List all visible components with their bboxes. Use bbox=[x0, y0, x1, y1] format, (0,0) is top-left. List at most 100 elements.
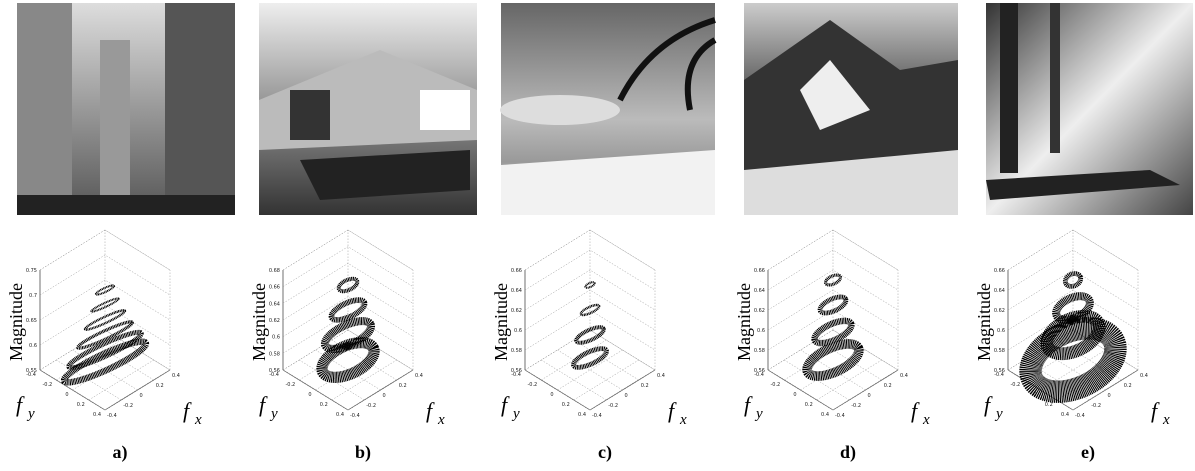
grid-line bbox=[558, 350, 623, 390]
y-tick-label: -0.2 bbox=[770, 382, 780, 388]
point-cloud bbox=[321, 315, 375, 354]
x-tick-label: 0.2 bbox=[884, 383, 892, 389]
photo-forest bbox=[986, 3, 1193, 215]
y-tick-label: -0.2 bbox=[285, 382, 295, 388]
x-tick-label: 0.4 bbox=[900, 373, 908, 379]
box-edge bbox=[283, 230, 348, 270]
z-tick-label: 0.75 bbox=[26, 268, 37, 274]
x-tick-label: 0.2 bbox=[156, 383, 164, 389]
z-tick-label: 0.58 bbox=[511, 348, 522, 354]
photo-city bbox=[17, 3, 235, 215]
panel-label: a) bbox=[113, 442, 128, 463]
z-tick-label: 0.7 bbox=[29, 293, 37, 299]
z-tick-label: 0.6 bbox=[272, 335, 280, 341]
y-tick-label: 0 bbox=[308, 392, 311, 398]
z-axis-label: Magnitude bbox=[734, 283, 754, 361]
z-tick-label: 0.58 bbox=[994, 348, 1005, 354]
y-tick-label: -0.4 bbox=[994, 372, 1004, 378]
x-tick-label: -0.2 bbox=[608, 403, 618, 409]
panel-label: b) bbox=[355, 442, 371, 463]
z-tick-label: 0.62 bbox=[269, 318, 280, 324]
x-axis-label: f bbox=[183, 398, 192, 423]
y-tick-label: -0.2 bbox=[1010, 382, 1020, 388]
x-tick-label: -0.4 bbox=[592, 413, 602, 419]
box-edge bbox=[40, 230, 105, 270]
photo-mountain bbox=[744, 3, 958, 215]
z-tick-label: 0.6 bbox=[514, 328, 522, 334]
x-tick-label: -0.2 bbox=[366, 403, 376, 409]
z-tick-label: 0.66 bbox=[511, 268, 522, 274]
x-tick-label: -0.2 bbox=[851, 403, 861, 409]
y-tick-label: 0.2 bbox=[320, 402, 328, 408]
y-axis-label: f bbox=[744, 392, 753, 417]
y-tick-label: 0.4 bbox=[93, 412, 101, 418]
figure: 0.550.60.650.70.75-0.4-0.200.20.4-0.4-0.… bbox=[0, 0, 1195, 466]
z-tick-label: 0.64 bbox=[269, 301, 280, 307]
y-tick-label: -0.4 bbox=[269, 372, 279, 378]
x-axis-subscript: x bbox=[679, 412, 687, 428]
z-tick-label: 0.58 bbox=[754, 348, 765, 354]
z-tick-label: 0.58 bbox=[269, 351, 280, 357]
y-tick-label: -0.2 bbox=[527, 382, 537, 388]
panel-label: d) bbox=[840, 442, 856, 463]
y-tick-label: 0.4 bbox=[1061, 412, 1069, 418]
plot-3d: 0.560.580.60.620.640.66-0.4-0.200.20.4-0… bbox=[734, 230, 930, 463]
z-axis-label: Magnitude bbox=[249, 283, 269, 361]
x-axis-label: f bbox=[911, 398, 920, 423]
y-tick-label: -0.2 bbox=[42, 382, 52, 388]
x-axis-label: f bbox=[426, 398, 435, 423]
x-tick-label: -0.4 bbox=[350, 413, 360, 419]
panel-label: c) bbox=[598, 442, 612, 463]
y-tick-label: -0.4 bbox=[754, 372, 764, 378]
y-axis-label: f bbox=[16, 392, 25, 417]
point-cloud bbox=[824, 273, 842, 287]
plot-3d: 0.560.580.60.620.640.66-0.4-0.200.20.4-0… bbox=[491, 230, 687, 463]
x-tick-label: 0.4 bbox=[657, 373, 665, 379]
x-tick-label: 0.2 bbox=[399, 383, 407, 389]
y-tick-label: 0.4 bbox=[821, 412, 829, 418]
plots: 0.550.60.650.70.75-0.4-0.200.20.4-0.4-0.… bbox=[6, 230, 1170, 463]
x-tick-label: 0.4 bbox=[172, 373, 180, 379]
x-tick-label: 0 bbox=[1108, 393, 1111, 399]
x-tick-label: 0.2 bbox=[1124, 383, 1132, 389]
plot-3d: 0.560.580.60.620.640.66-0.4-0.200.20.4-0… bbox=[974, 230, 1170, 463]
z-axis-label: Magnitude bbox=[6, 283, 26, 361]
photo-kitchen bbox=[259, 3, 477, 215]
z-tick-label: 0.66 bbox=[754, 268, 765, 274]
y-tick-label: -0.4 bbox=[511, 372, 521, 378]
x-axis-subscript: x bbox=[1162, 412, 1170, 428]
x-tick-label: 0 bbox=[625, 393, 628, 399]
y-axis-subscript: y bbox=[269, 406, 278, 422]
z-tick-label: 0.66 bbox=[269, 285, 280, 291]
y-tick-label: -0.4 bbox=[26, 372, 36, 378]
box-edge bbox=[525, 230, 590, 270]
x-tick-label: -0.2 bbox=[1091, 403, 1101, 409]
z-tick-label: 0.6 bbox=[997, 328, 1005, 334]
y-tick-label: 0 bbox=[550, 392, 553, 398]
z-tick-label: 0.64 bbox=[511, 288, 522, 294]
x-axis-label: f bbox=[1151, 398, 1160, 423]
point-cloud bbox=[574, 324, 605, 346]
x-tick-label: 0.4 bbox=[1140, 373, 1148, 379]
y-axis-subscript: y bbox=[994, 406, 1003, 422]
panel-label: e) bbox=[1081, 442, 1095, 463]
plot-3d: 0.550.60.650.70.75-0.4-0.200.20.4-0.4-0.… bbox=[6, 230, 202, 463]
photo-beach bbox=[500, 3, 715, 215]
y-axis-label: f bbox=[984, 392, 993, 417]
y-tick-label: 0.4 bbox=[336, 412, 344, 418]
y-tick-label: 0.2 bbox=[805, 402, 813, 408]
z-axis-label: Magnitude bbox=[974, 283, 994, 361]
x-axis-subscript: x bbox=[437, 412, 445, 428]
box-edge bbox=[1008, 230, 1073, 270]
point-cloud bbox=[803, 337, 864, 382]
plot-3d: 0.560.580.60.620.640.660.68-0.4-0.200.20… bbox=[249, 230, 445, 463]
y-tick-label: 0 bbox=[65, 392, 68, 398]
x-tick-label: -0.2 bbox=[123, 403, 133, 409]
z-tick-label: 0.62 bbox=[754, 308, 765, 314]
z-tick-label: 0.65 bbox=[26, 318, 37, 324]
x-tick-label: 0.2 bbox=[641, 383, 649, 389]
y-axis-label: f bbox=[259, 392, 268, 417]
y-tick-label: 0.2 bbox=[562, 402, 570, 408]
y-tick-label: 0.4 bbox=[578, 412, 586, 418]
x-tick-label: -0.4 bbox=[107, 413, 117, 419]
